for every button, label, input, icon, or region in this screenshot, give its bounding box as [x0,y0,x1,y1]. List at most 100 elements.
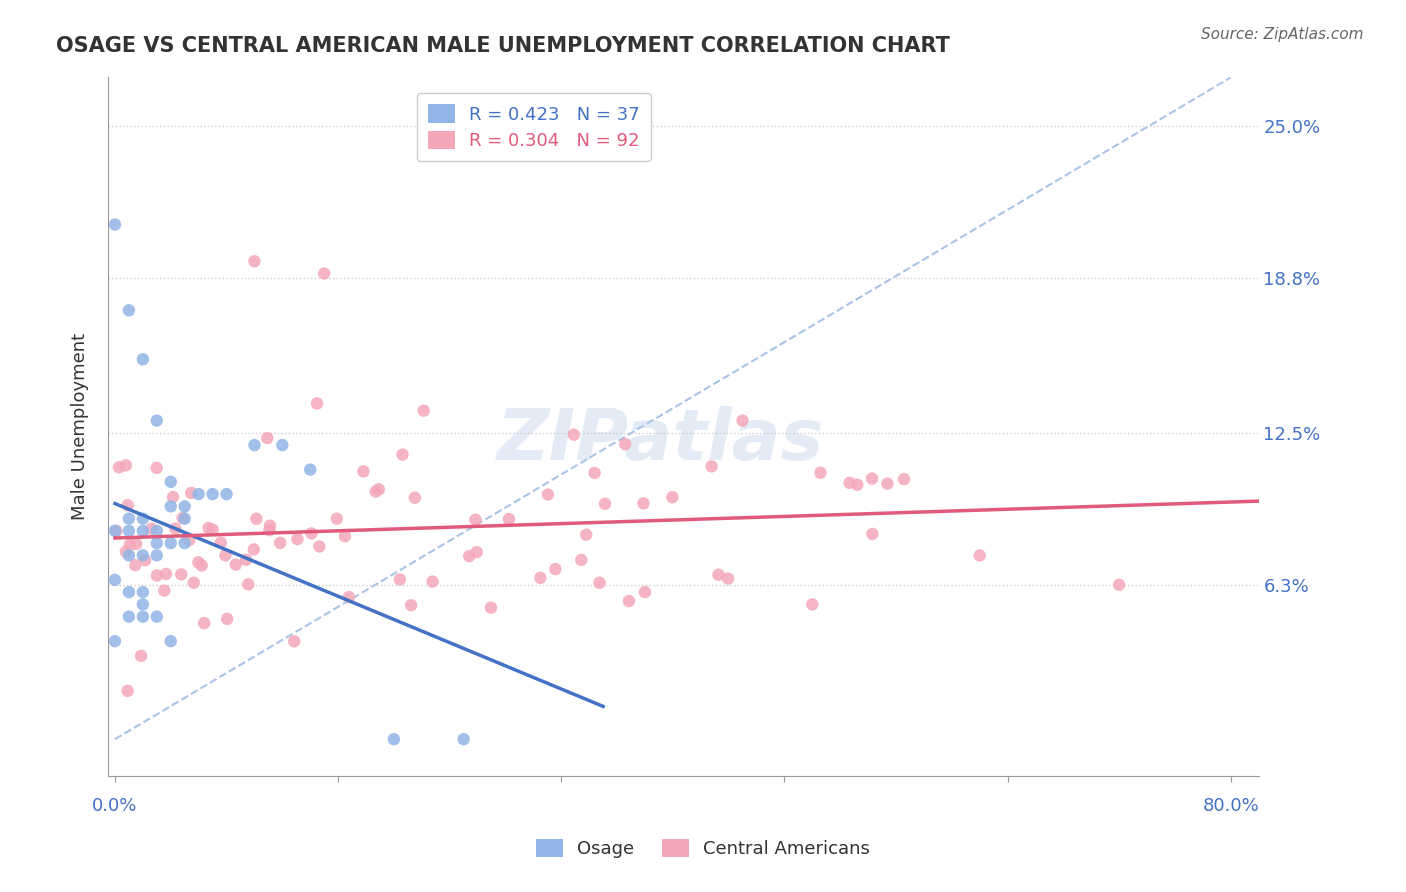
Osage [118,524,141,538]
Central Americans [614,437,637,451]
Central Americans [209,535,232,549]
Central Americans [235,553,257,567]
Central Americans [846,477,869,491]
Osage [271,438,294,452]
Osage [299,462,322,476]
Central Americans [391,448,413,462]
Central Americans [700,459,723,474]
Osage [132,511,155,525]
Osage [118,549,141,563]
Central Americans [353,464,375,478]
Central Americans [145,460,167,475]
Osage [146,524,169,538]
Central Americans [115,544,138,558]
Central Americans [422,574,444,589]
Central Americans [165,521,187,535]
Osage [118,609,141,624]
Central Americans [259,523,281,537]
Osage [159,634,181,648]
Central Americans [124,558,146,573]
Osage [146,609,169,624]
Central Americans [562,427,585,442]
Central Americans [308,540,330,554]
Central Americans [217,612,239,626]
Central Americans [125,537,148,551]
Central Americans [412,403,434,417]
Central Americans [283,634,305,648]
Central Americans [876,476,898,491]
Osage [159,475,181,489]
Central Americans [529,571,551,585]
Text: Source: ZipAtlas.com: Source: ZipAtlas.com [1201,27,1364,42]
Legend: Osage, Central Americans: Osage, Central Americans [529,831,877,865]
Osage [159,500,181,514]
Central Americans [801,598,824,612]
Central Americans [118,538,141,552]
Central Americans [162,490,184,504]
Osage [132,352,155,367]
Central Americans [326,511,349,525]
Central Americans [634,585,657,599]
Central Americans [115,458,138,473]
Osage [132,585,155,599]
Central Americans [333,529,356,543]
Central Americans [544,562,567,576]
Central Americans [707,567,730,582]
Text: 80.0%: 80.0% [1202,797,1258,815]
Central Americans [245,512,267,526]
Central Americans [153,583,176,598]
Text: OSAGE VS CENTRAL AMERICAN MALE UNEMPLOYMENT CORRELATION CHART: OSAGE VS CENTRAL AMERICAN MALE UNEMPLOYM… [56,36,950,55]
Central Americans [214,549,236,563]
Osage [146,413,169,427]
Central Americans [201,523,224,537]
Legend: R = 0.423   N = 37, R = 0.304   N = 92: R = 0.423 N = 37, R = 0.304 N = 92 [416,94,651,161]
Text: 0.0%: 0.0% [93,797,138,815]
Central Americans [388,573,411,587]
Central Americans [305,396,328,410]
Y-axis label: Male Unemployment: Male Unemployment [72,333,89,520]
Central Americans [193,616,215,631]
Central Americans [287,532,309,546]
Central Americans [242,542,264,557]
Central Americans [969,549,991,563]
Osage [132,549,155,563]
Central Americans [537,487,560,501]
Central Americans [301,526,323,541]
Central Americans [838,475,860,490]
Central Americans [479,600,502,615]
Central Americans [187,555,209,569]
Osage [453,732,475,747]
Osage [173,511,195,525]
Central Americans [190,558,212,573]
Central Americans [464,513,486,527]
Osage [104,573,127,587]
Central Americans [259,518,281,533]
Central Americans [105,524,128,538]
Central Americans [117,498,139,512]
Central Americans [146,568,169,582]
Central Americans [633,496,655,510]
Osage [104,218,127,232]
Central Americans [179,533,201,547]
Central Americans [367,483,389,497]
Osage [132,598,155,612]
Central Americans [337,590,360,604]
Central Americans [238,577,260,591]
Central Americans [108,460,131,475]
Central Americans [364,484,387,499]
Central Americans [593,497,616,511]
Central Americans [269,536,291,550]
Central Americans [717,572,740,586]
Osage [146,549,169,563]
Central Americans [314,267,336,281]
Central Americans [458,549,481,563]
Osage [201,487,224,501]
Central Americans [243,254,266,268]
Central Americans [183,575,205,590]
Central Americans [134,553,156,567]
Central Americans [860,472,883,486]
Central Americans [588,575,610,590]
Central Americans [810,466,832,480]
Central Americans [860,527,883,541]
Osage [132,609,155,624]
